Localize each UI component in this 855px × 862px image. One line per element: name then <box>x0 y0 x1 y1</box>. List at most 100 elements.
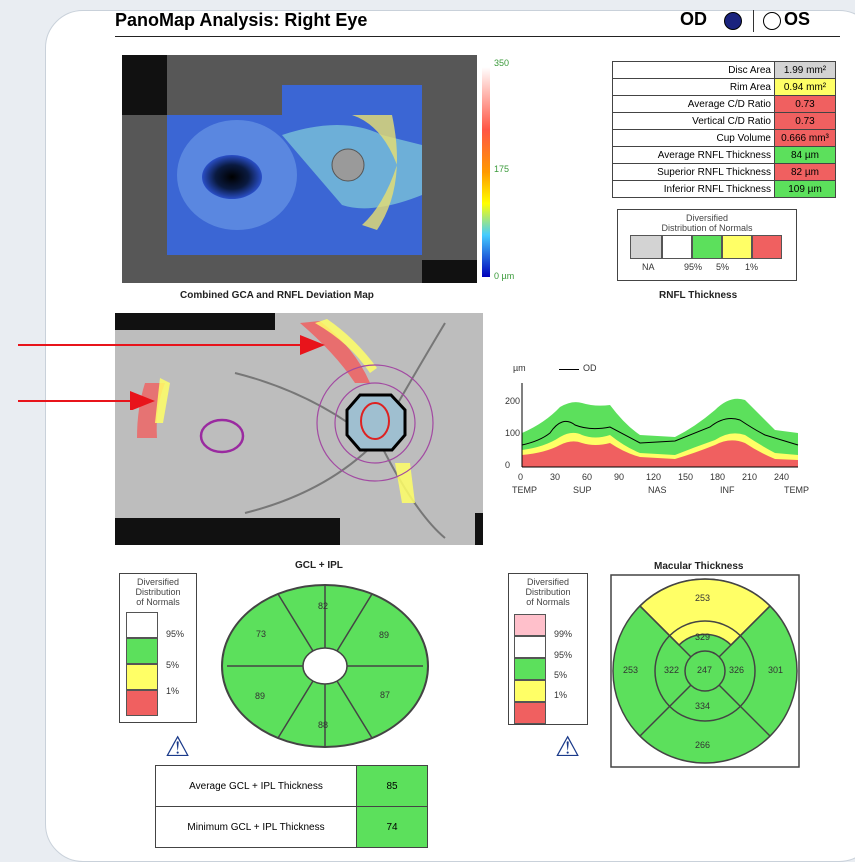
gcl-legend-title-1: Diversified <box>136 577 179 587</box>
mac-legend-title-3: of Normals <box>526 597 570 607</box>
mac-outer-right: 301 <box>768 665 784 675</box>
gcl-legend: Diversified Distribution of Normals 95% … <box>119 573 197 723</box>
legend-95-label: 95% <box>684 262 703 272</box>
legend-green-swatch <box>692 235 722 259</box>
tsnit-x-label: NAS <box>648 485 667 495</box>
od-label: OD <box>680 9 707 29</box>
gcl-bottom: 88 <box>318 720 329 730</box>
metric-label: Rim Area <box>612 78 775 96</box>
mac-legend-green <box>514 658 546 680</box>
tsnit-y-tick: 100 <box>505 428 521 438</box>
table-row: Disc Area 1.99 mm² <box>612 61 836 79</box>
mac-inner-bottom: 334 <box>695 701 711 711</box>
gcl-legend-green <box>126 638 158 664</box>
legend-na-label: NA <box>642 262 655 272</box>
metric-label: Inferior RNFL Thickness <box>612 180 775 198</box>
scale-mid-label: 175 <box>494 164 510 174</box>
tsnit-unit: µm <box>513 363 526 373</box>
mac-legend-99: 99% <box>554 629 573 639</box>
metric-value: 0.94 mm² <box>774 78 836 96</box>
mac-inner-top: 329 <box>695 632 711 642</box>
color-scale-bar <box>482 67 490 277</box>
tsnit-x-tick: 60 <box>582 472 593 482</box>
tsnit-y-tick: 200 <box>505 396 521 406</box>
metric-value: 0.73 <box>774 95 836 113</box>
mac-legend-white <box>514 636 546 658</box>
metric-label: Superior RNFL Thickness <box>612 163 775 181</box>
mac-legend-5: 5% <box>554 670 568 680</box>
mac-inner-right: 326 <box>729 665 745 675</box>
gcl-upper-right: 89 <box>379 630 390 640</box>
tsnit-x-label: SUP <box>573 485 592 495</box>
gcl-legend-white <box>126 612 158 638</box>
table-row: Vertical C/D Ratio 0.73 <box>612 112 836 130</box>
table-row: Average C/D Ratio 0.73 <box>612 95 836 113</box>
page-title: PanoMap Analysis: Right Eye <box>115 10 368 30</box>
upper-arrow-head-icon <box>300 335 325 355</box>
os-unselected-dot-icon[interactable] <box>763 12 781 30</box>
gcl-warning-icon[interactable]: ⚠ <box>165 731 191 762</box>
table-row: Superior RNFL Thickness 82 µm <box>612 163 836 181</box>
metric-label: Average C/D Ratio <box>612 95 775 113</box>
scale-bottom-label: 0 µm <box>494 271 515 281</box>
tsnit-x-tick: 180 <box>710 472 726 482</box>
mac-legend-title-1: Diversified <box>526 577 569 587</box>
combined-deviation-map <box>122 55 490 283</box>
legend-yellow-swatch <box>722 235 752 259</box>
mac-legend-1: 1% <box>554 690 568 700</box>
combined-map-caption: Combined GCA and RNFL Deviation Map <box>180 290 374 301</box>
gcl-avg-label: Average GCL + IPL Thickness <box>155 765 357 807</box>
metric-value: 0.666 mm³ <box>774 129 836 147</box>
legend-white-swatch <box>662 235 692 259</box>
tsnit-series-label: OD <box>583 363 597 373</box>
gcl-ellipse-map <box>221 584 429 748</box>
metric-value: 82 µm <box>774 163 836 181</box>
tsnit-x-tick: 120 <box>646 472 662 482</box>
mac-outer-bottom: 266 <box>695 740 711 750</box>
gcl-thickness-table: Average GCL + IPL Thickness 85 Minimum G… <box>155 765 428 848</box>
tsnit-x-tick: 0 <box>518 472 524 482</box>
metric-label: Cup Volume <box>612 129 775 147</box>
rnfl-legend: Diversified Distribution of Normals NA 9… <box>617 209 797 281</box>
metric-label: Disc Area <box>612 61 775 79</box>
gcl-legend-95: 95% <box>166 629 185 639</box>
tsnit-x-label: TEMP <box>784 485 810 495</box>
mac-center: 247 <box>697 665 713 675</box>
header-rule <box>115 36 840 37</box>
tsnit-x-tick: 30 <box>550 472 561 482</box>
gcl-legend-title-3: of Normals <box>136 597 180 607</box>
gcl-upper-left: 73 <box>256 629 267 639</box>
mac-legend-title-2: Distribution <box>525 587 571 597</box>
mac-outer-left: 253 <box>623 665 639 675</box>
table-row: Cup Volume 0.666 mm³ <box>612 129 836 147</box>
table-row: Average RNFL Thickness 84 µm <box>612 146 836 164</box>
legend-5-label: 5% <box>716 262 730 272</box>
gcl-min-label: Minimum GCL + IPL Thickness <box>155 806 357 848</box>
metric-value: 84 µm <box>774 146 836 164</box>
deviation-map <box>115 313 483 545</box>
macular-warning-icon[interactable]: ⚠ <box>555 731 581 762</box>
rnfl-legend-title-2: Distribution of Normals <box>661 223 753 233</box>
mac-legend-red <box>514 702 546 724</box>
mac-inner-left: 322 <box>664 665 680 675</box>
gcl-top: 82 <box>318 601 329 611</box>
rnfl-metrics-table: Disc Area 1.99 mm² Rim Area 0.94 mm² Average… <box>612 61 836 198</box>
annotation-arrows <box>18 335 325 410</box>
gcl-legend-yellow <box>126 664 158 690</box>
legend-1-label: 1% <box>745 262 759 272</box>
mac-outer-top: 253 <box>695 593 711 603</box>
gcl-legend-title-2: Distribution <box>135 587 181 597</box>
gcl-legend-5: 5% <box>166 660 180 670</box>
table-row: Rim Area 0.94 mm² <box>612 78 836 96</box>
tsnit-x-tick: 150 <box>678 472 694 482</box>
tsnit-legend-line <box>559 369 579 370</box>
macular-etdrs-grid <box>610 574 800 768</box>
mac-legend-yellow <box>514 680 546 702</box>
rnfl-thickness-caption: RNFL Thickness <box>659 290 738 301</box>
od-selected-dot-icon[interactable] <box>724 12 742 30</box>
macular-legend: Diversified Distribution of Normals 99% … <box>508 573 588 725</box>
metric-value: 1.99 mm² <box>774 61 836 79</box>
os-label: OS <box>784 9 811 29</box>
tsnit-y-tick: 0 <box>505 460 511 470</box>
scale-top-label: 350 <box>494 58 510 68</box>
